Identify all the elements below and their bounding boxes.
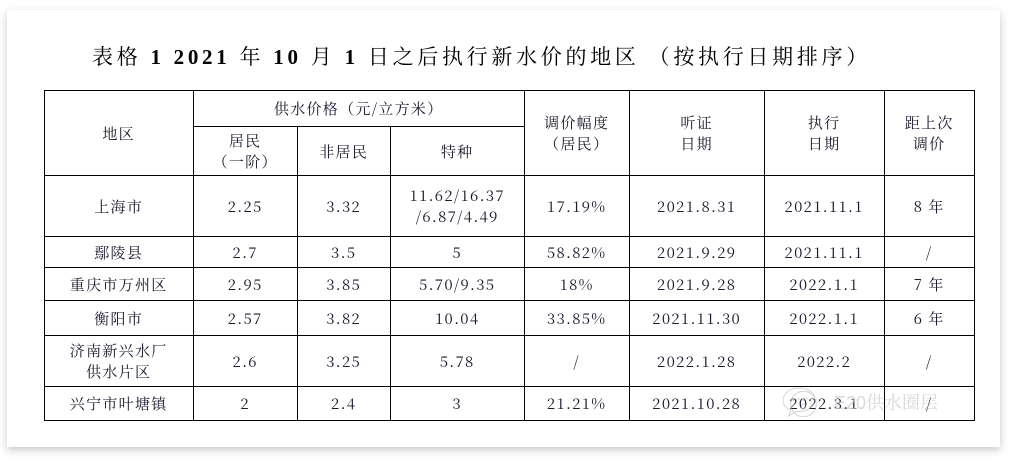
svg-text:供水圈层: 供水圈层 [866, 389, 938, 415]
svg-text:E20: E20 [834, 393, 866, 413]
